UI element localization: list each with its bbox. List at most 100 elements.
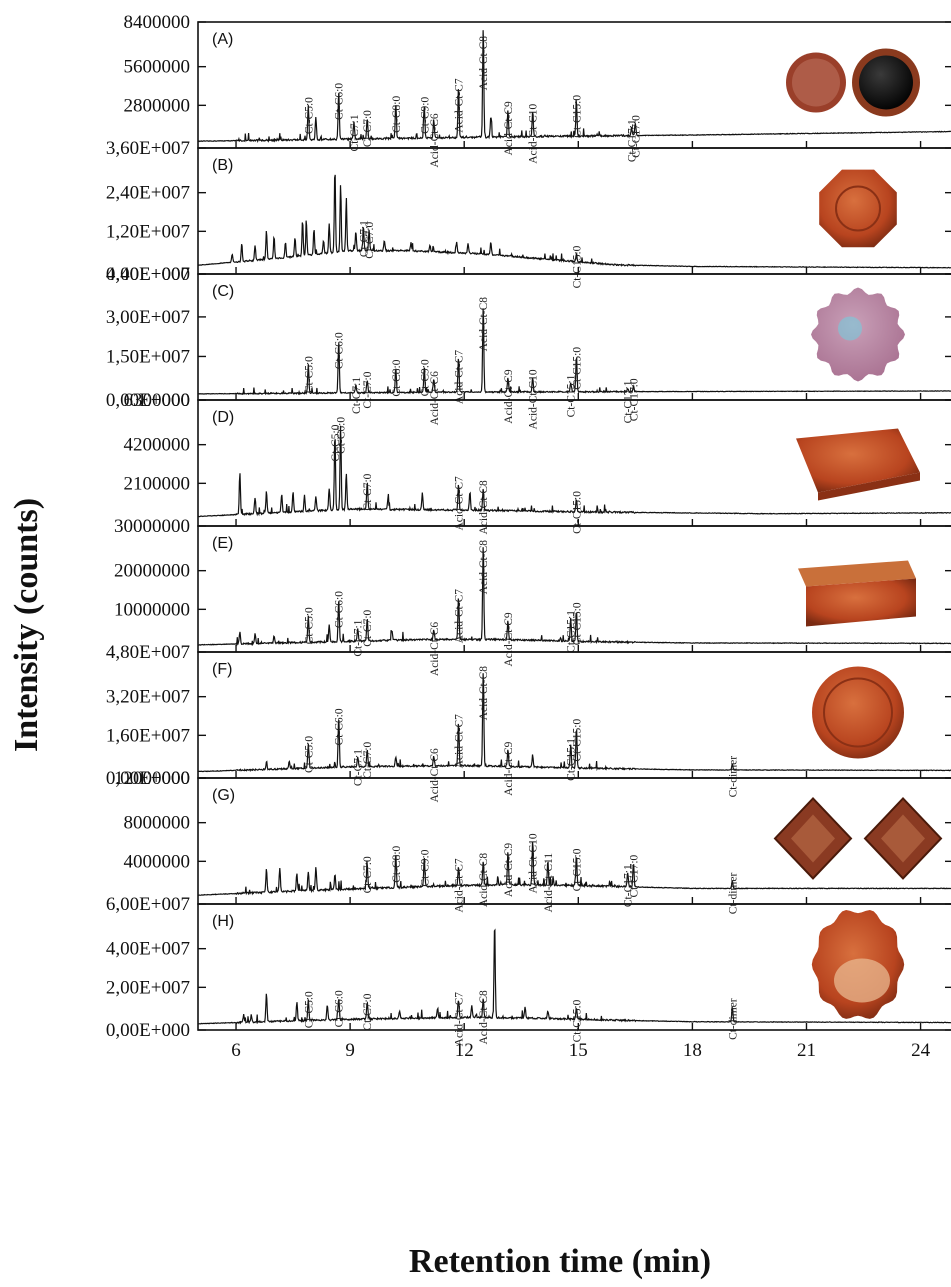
panel-c: 0,00E+000 1,50E+007 3,00E+007 4,40E+007 (C) C… — [106, 264, 951, 429]
peak-label: Ct-C6:0 — [336, 417, 348, 454]
peak-label: Acid-Ct-C9 — [503, 101, 515, 156]
peak-label: Ct-C6:0 — [334, 83, 346, 120]
peak-label: Ct-C7:0 — [362, 856, 374, 893]
x-tick-label: 21 — [797, 1040, 816, 1061]
y-tick-label: 3,00E+007 — [106, 307, 190, 328]
y-tick-label: 4,80E+007 — [106, 642, 190, 663]
sample-photo-5 — [798, 560, 916, 627]
peak-label: Acid-Ct-C7 — [454, 350, 466, 405]
x-tick-label: 12 — [455, 1040, 474, 1061]
peak-label: Acid-Ct-C9 — [503, 612, 515, 667]
peak-label: Ct-C17:1 — [627, 119, 639, 162]
peak-label: Ct-dimer — [727, 998, 739, 1040]
panel-label: (D) — [212, 409, 234, 426]
panel-e: 10000000 20000000 30000000 (E) Ct-C5:0 Ct-C6:… — [114, 516, 951, 676]
peak-label: Ct-C15:1 — [566, 738, 578, 781]
y-tick-label: 1,60E+007 — [106, 725, 190, 746]
y-tick-label: 6,00E+007 — [106, 894, 190, 915]
chromatogram-trace — [197, 308, 951, 396]
peak-label: Acid-Ct-C10 — [528, 833, 540, 893]
peak-label: Ct-C6:0 — [334, 990, 346, 1027]
x-tick-label: 6 — [231, 1040, 241, 1061]
y-tick-label: 0,00E+000 — [106, 1020, 190, 1041]
panel-g: 4000000 8000000 12000000 (G) Ct-C7:0 Ct-C8:0 C… — [114, 768, 951, 914]
y-tick-label: 0,00E+000 — [106, 264, 190, 285]
peak-label: Ct-C6:0 — [334, 332, 346, 369]
y-tick-label: 0,00E+000 — [106, 390, 190, 411]
x-tick-label: 9 — [345, 1040, 355, 1061]
peak-label: Ct-C15:1 — [566, 610, 578, 653]
panel-b: 0,00E+000 1,20E+007 2,40E+007 3,60E+007 (B) C… — [106, 138, 951, 288]
panel-label: (E) — [212, 535, 233, 552]
peak-label: Acid-Ct-C6 — [429, 113, 441, 168]
y-tick-label: 8400000 — [124, 12, 191, 33]
x-tick-label: 18 — [683, 1040, 702, 1061]
peak-label: Ct-C15:0 — [571, 95, 583, 138]
peak-label: Ct-C9:0 — [419, 359, 431, 396]
peak-label: Ct-C5:0 — [303, 991, 315, 1028]
peak-label: Acid-Ct-C7 — [454, 78, 466, 133]
peak-label: Ct-C15:1 — [566, 374, 578, 417]
peak-label: Ct-C5:0 — [303, 607, 315, 644]
peak-label: Ct-C6:0 — [334, 708, 346, 745]
peak-label: Acid-Ct-C6 — [429, 748, 441, 803]
peak-label: Ct-dimer — [727, 756, 739, 798]
peak-label: Ct-C9:0 — [419, 849, 431, 886]
peak-label: Ct-dimer — [727, 873, 739, 915]
y-tick-label: 5600000 — [124, 57, 191, 78]
panel-label: (B) — [212, 157, 233, 174]
y-tick-label: 8000000 — [124, 813, 191, 834]
peak-label: Ct-C15:0 — [571, 999, 583, 1042]
y-tick-label: 2800000 — [124, 95, 191, 116]
chromatogram-trace — [197, 547, 951, 647]
peak-label: Ct-C17:0 — [628, 854, 640, 897]
peak-label: Acid-Ct-C6 — [429, 622, 441, 677]
chromatogram-trace — [197, 841, 951, 896]
peak-label: Ct-C15:0 — [571, 848, 583, 891]
y-tick-label: 4200000 — [124, 435, 191, 456]
peak-label: Acid-Ct-C7 — [454, 714, 466, 769]
peak-label: Acid-Ct-C9 — [503, 741, 515, 796]
peak-label: Ct-C15:0 — [571, 347, 583, 390]
y-tick-label: 6300000 — [124, 390, 191, 411]
peak-label: Acid-Ct-C6 — [429, 371, 441, 426]
x-axis-title: Retention time (min) — [409, 1243, 711, 1280]
y-tick-label: 0,00E+000 — [106, 768, 190, 789]
y-axis-title: Intensity (counts) — [8, 498, 45, 752]
panel-h: 0,00E+000 2,00E+007 4,00E+007 6,00E+007 (H) C… — [106, 894, 951, 1046]
peak-label: Ct-C7:0 — [362, 473, 374, 510]
chromatogram-trace — [197, 174, 951, 269]
peak-label: Ct-C5:0 — [330, 424, 342, 461]
peak-label: Ct-C5:0 — [303, 736, 315, 773]
peak-label: Ct-C7:1 — [351, 377, 363, 414]
peak-label: Ct-C7:0 — [362, 371, 374, 408]
peak-label: Ct-C15:0 — [571, 491, 583, 534]
peak-label: Ct-C7:1 — [358, 220, 370, 257]
y-tick-label: 12000000 — [114, 768, 190, 789]
peak-label: Ct-C15:0 — [571, 245, 583, 288]
y-tick-label: 20000000 — [114, 561, 190, 582]
peak-label: Acid-Ct-C10 — [528, 103, 540, 163]
peak-label: Acid-Ct-C8 — [478, 853, 490, 908]
panel-label: (A) — [212, 31, 233, 48]
sample-photo-8 — [811, 910, 905, 1019]
peak-label: Acid-Ct-C8 — [478, 480, 490, 535]
y-tick-label: 1,20E+007 — [106, 221, 190, 242]
peak-label: Ct-C17:0 — [630, 115, 642, 158]
panel-frame — [197, 903, 951, 1031]
peak-label: Acid-Ct-C8 — [478, 666, 490, 721]
sample-photo-1 — [786, 48, 920, 117]
peak-label: Ct-C8:0 — [391, 359, 403, 396]
peak-label: Ct-C7:0 — [362, 741, 374, 778]
peak-label: Ct-C8:0 — [391, 845, 403, 882]
sample-photo-4 — [796, 428, 920, 501]
chromatogram-trace — [198, 928, 951, 1025]
peak-label: Ct-C7:0 — [364, 221, 376, 258]
panel-f: 0,00E+000 1,60E+007 3,20E+007 4,80E+007 (F) C… — [106, 642, 951, 803]
y-tick-label: 4,40E+007 — [106, 264, 190, 285]
peak-label: Acid-Ct-C8 — [478, 990, 490, 1045]
panel-label: (G) — [212, 787, 235, 804]
chromatogram-trace — [197, 30, 951, 143]
